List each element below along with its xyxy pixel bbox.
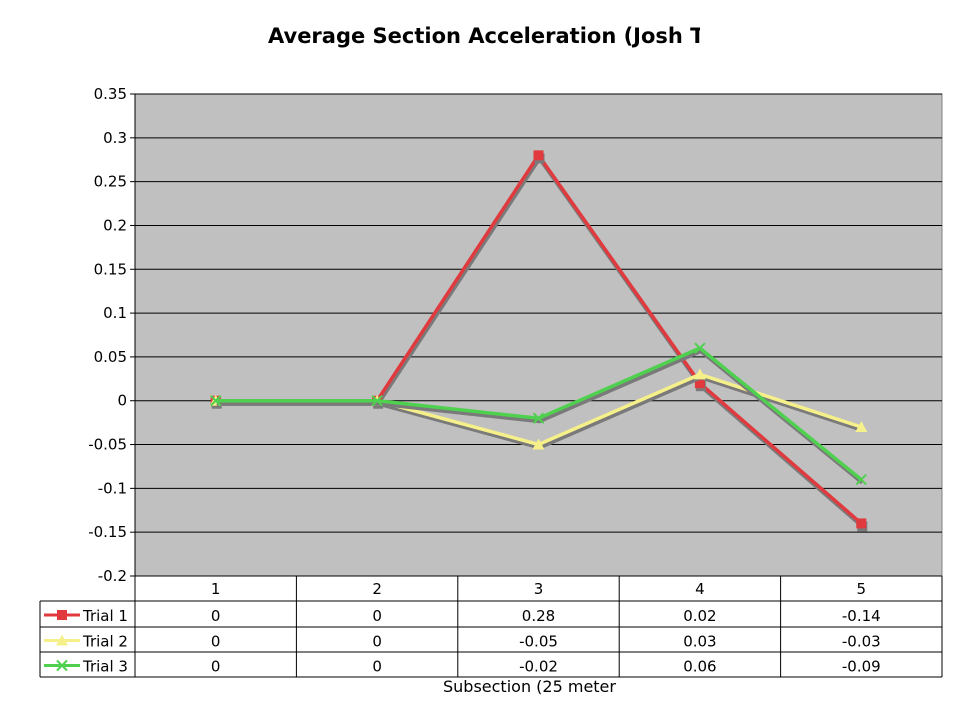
x-axis-label-clip: Subsection (25 meter (443, 676, 637, 702)
chart-title-clip: Average Section Acceleration (Josh Tre (250, 18, 700, 54)
data-point (856, 518, 867, 529)
data-point (694, 378, 705, 389)
y-tick-label: 0 (117, 392, 127, 410)
series-layer (209, 150, 868, 532)
table-cell: 0.02 (683, 607, 716, 625)
plot-area (134, 93, 943, 577)
legend-key-marker (56, 659, 68, 672)
table-cell: 0 (372, 658, 382, 676)
table-category-label: 4 (695, 580, 705, 598)
table-cell: 0.28 (522, 607, 555, 625)
y-tick-label: -0.15 (88, 523, 127, 541)
table-cell: -0.14 (842, 607, 881, 625)
table-category-label: 3 (534, 580, 544, 598)
y-tick-label: -0.1 (98, 479, 127, 497)
table-cell: 0 (372, 607, 382, 625)
y-tick-label: 0.1 (103, 304, 127, 322)
table-cell: -0.02 (519, 658, 558, 676)
y-tick-label: 0.35 (94, 85, 127, 103)
table-cell: 0 (372, 633, 382, 651)
legend-label: Trial 2 (82, 633, 128, 651)
data-point (532, 438, 545, 450)
table-category-label: 2 (372, 580, 382, 598)
table-cell: -0.09 (842, 658, 881, 676)
data-table: 1 2 3 4 5 Trial 1 0 0 0.28 0.02 -0.14 Trial 2 0 0 -0.0… (39, 575, 943, 678)
data-point (855, 421, 868, 433)
y-tick-label: 0.05 (94, 348, 127, 366)
y-axis-ticks: 0.35 0.3 0.25 0.2 0.15 0.1 0.05 0 -0.05 -0.1 -0.15… (88, 85, 136, 585)
chart-title: Average Section Acceleration (Josh Tre (268, 24, 700, 48)
data-point (209, 395, 222, 407)
table-category-label: 5 (857, 580, 867, 598)
legend-label: Trial 3 (82, 658, 128, 676)
y-tick-label: -0.05 (88, 436, 127, 454)
data-point (693, 368, 706, 380)
legend-key-marker (56, 634, 68, 646)
data-point (694, 342, 706, 354)
table-cell: 0.03 (683, 633, 716, 651)
table-cell: 0.06 (683, 658, 716, 676)
y-tick-label: 0.25 (94, 173, 127, 191)
data-point (532, 412, 545, 424)
table-cell: -0.03 (842, 633, 881, 651)
y-tick-label: 0.15 (94, 260, 127, 278)
x-axis-label: Subsection (25 meter (443, 677, 616, 696)
table-category-label: 1 (211, 580, 221, 598)
table-cell: 0 (211, 658, 221, 676)
data-point (533, 150, 544, 161)
legend-label: Trial 1 (82, 607, 128, 625)
y-tick-label: 0.2 (103, 216, 127, 234)
table-cell: 0 (211, 633, 221, 651)
y-tick-label: 0.3 (103, 129, 127, 147)
data-point (855, 473, 868, 486)
data-point (371, 395, 383, 407)
table-cell: 0 (211, 607, 221, 625)
y-tick-label: -0.2 (98, 567, 127, 585)
legend-key-marker (57, 610, 67, 620)
table-cell: -0.05 (519, 633, 558, 651)
